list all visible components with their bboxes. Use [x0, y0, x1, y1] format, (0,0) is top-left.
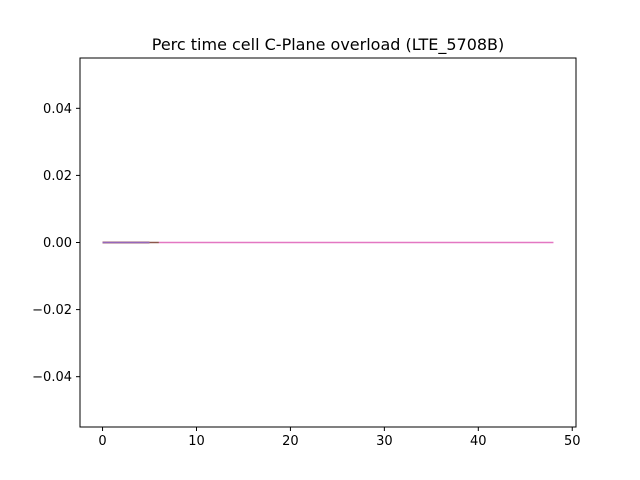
- x-tick-label: 0: [98, 434, 106, 449]
- x-tick-label: 20: [282, 434, 299, 449]
- x-tick-label: 30: [376, 434, 393, 449]
- y-tick-label: 0.00: [43, 236, 72, 251]
- x-tick-label: 40: [470, 434, 487, 449]
- x-tick-label: 10: [188, 434, 205, 449]
- y-axis: −0.04 −0.02 0.00 0.02 0.04: [32, 102, 80, 385]
- x-tick-label: 50: [564, 434, 581, 449]
- chart-title: Perc time cell C-Plane overload (LTE_570…: [152, 35, 505, 55]
- plot-frame: [79, 57, 577, 428]
- y-tick-label: −0.02: [32, 303, 72, 318]
- y-tick-label: −0.04: [32, 370, 72, 385]
- x-axis: 0 10 20 30 40 50: [98, 427, 581, 449]
- y-tick-label: 0.02: [43, 169, 72, 184]
- y-tick-label: 0.04: [43, 102, 72, 117]
